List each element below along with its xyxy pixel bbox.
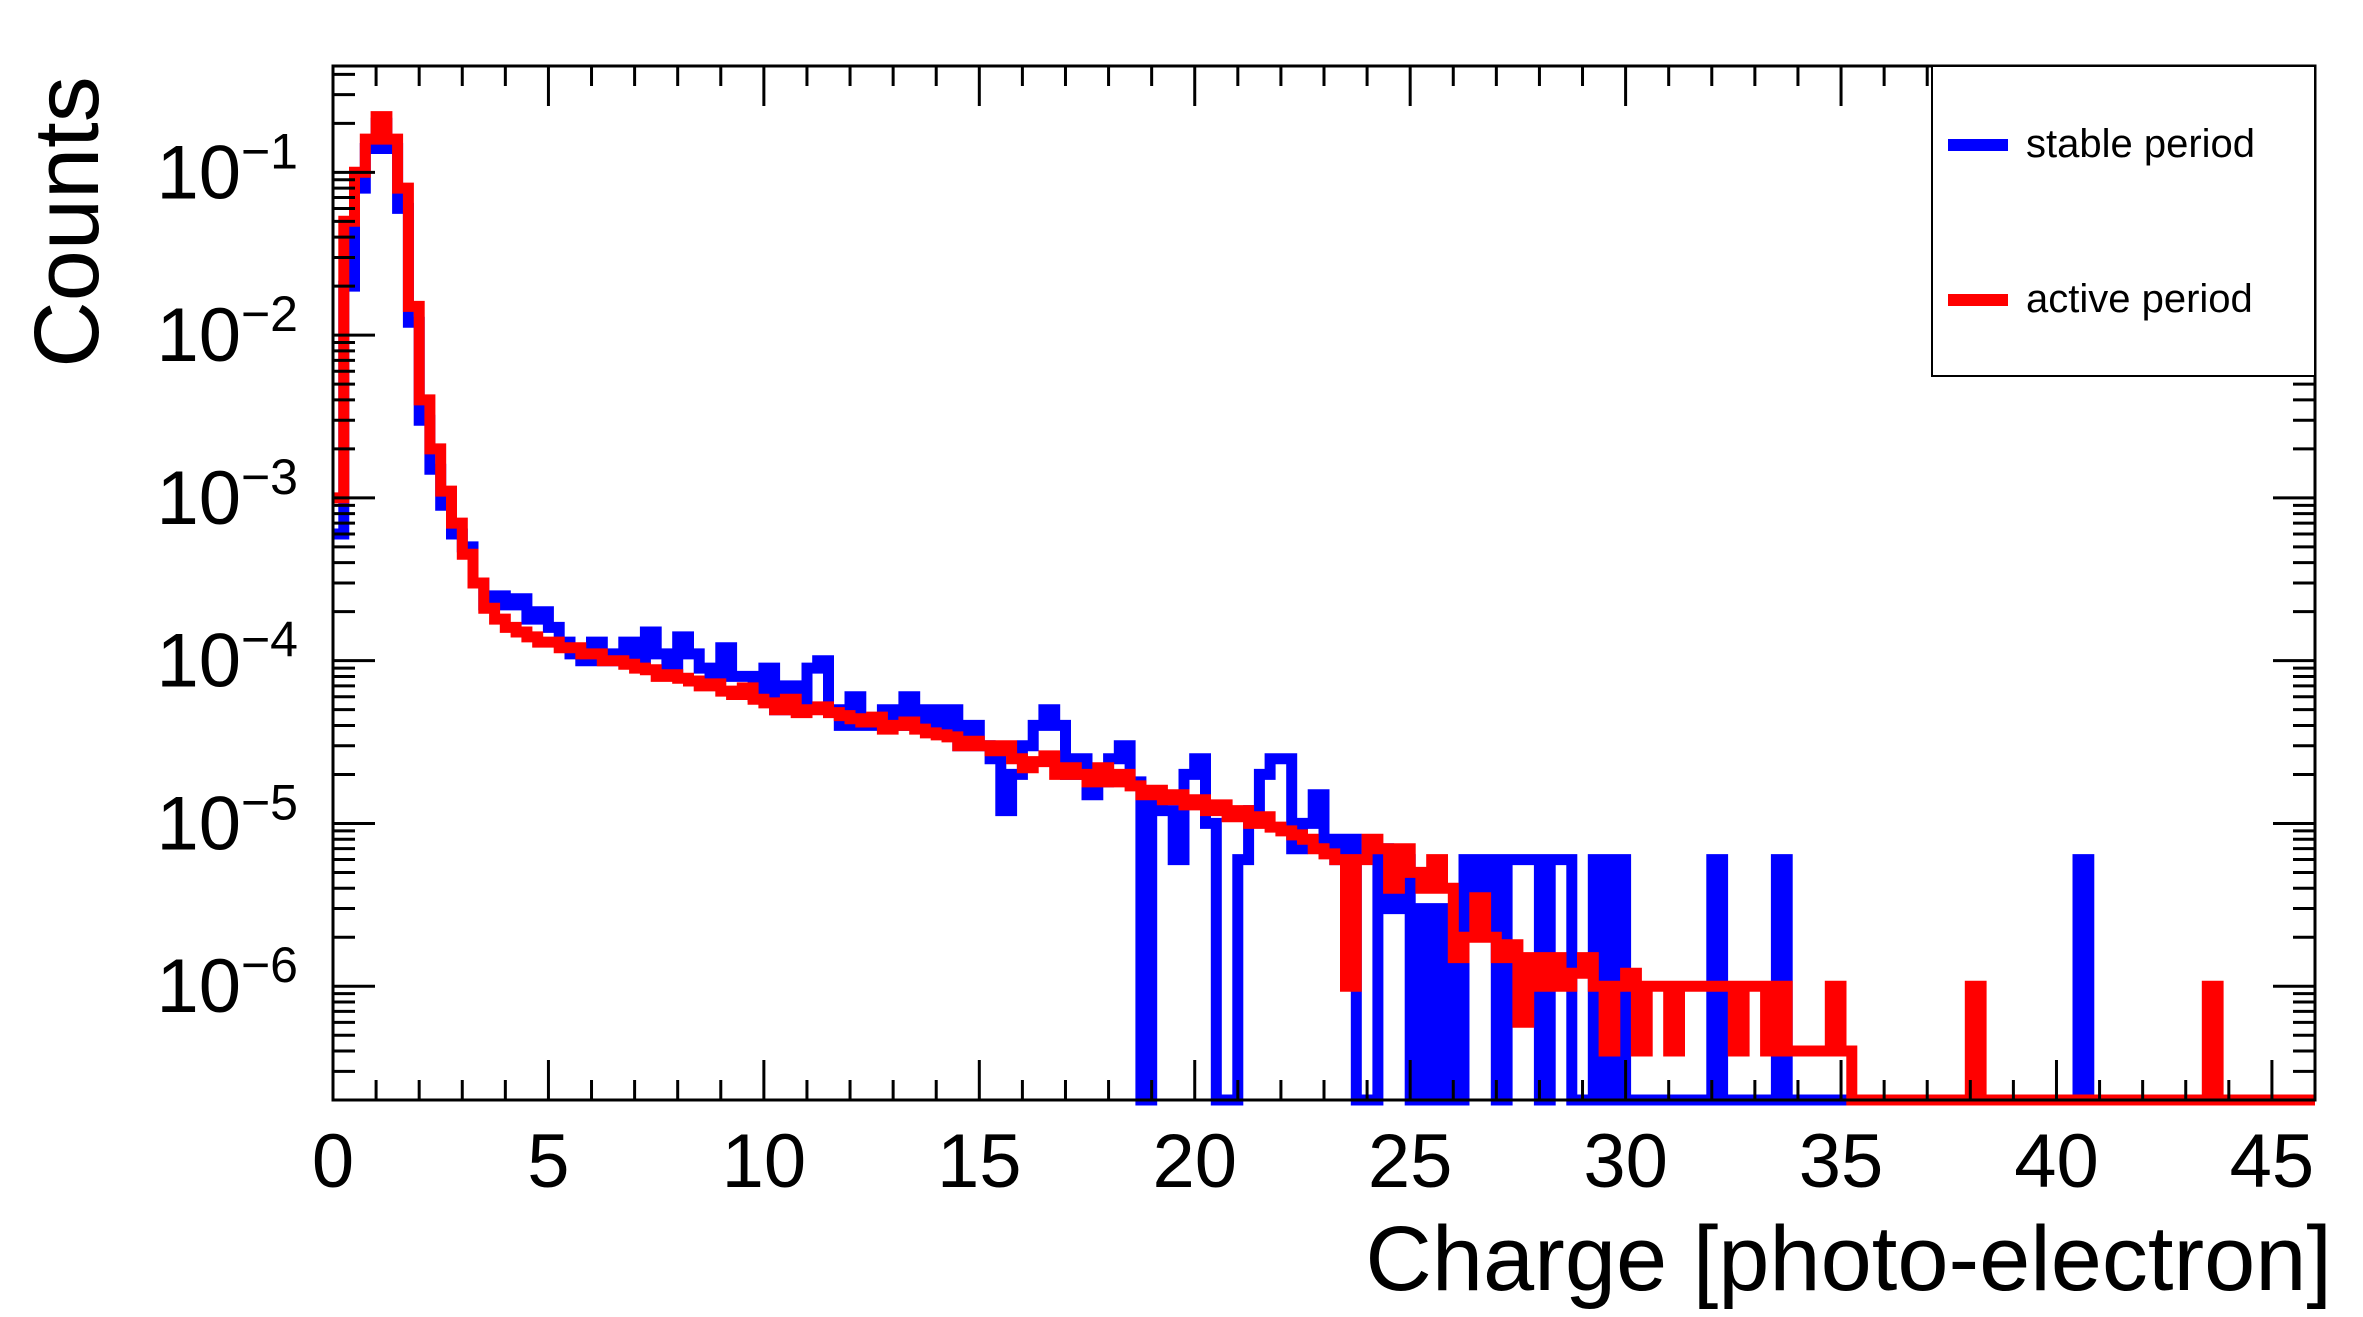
legend-label-active: active period (2026, 277, 2253, 321)
y-tick-label: 10−3 (156, 449, 298, 541)
x-tick-label: 10 (722, 1119, 807, 1204)
x-axis-title: Charge [photo-electron] (1365, 1208, 2332, 1310)
y-tick-label: 10−4 (156, 612, 298, 704)
legend-label-stable: stable period (2026, 122, 2255, 166)
y-axis-title: Counts (16, 76, 118, 368)
x-tick-label: 35 (1799, 1119, 1884, 1204)
x-tick-label: 30 (1583, 1119, 1668, 1204)
x-tick-label: 45 (2230, 1119, 2315, 1204)
legend-box (1931, 65, 2316, 377)
tick-labels: 0 5 10 15 20 25 30 35 40 45 10−1 10−2 10−3 10−4 10−5 10… (156, 123, 2314, 1204)
x-tick-label: 25 (1368, 1119, 1453, 1204)
y-tick-label: 10−1 (156, 123, 298, 215)
x-tick-label: 40 (2014, 1119, 2099, 1204)
legend: stable period active period (1931, 65, 2316, 377)
y-tick-label: 10−6 (156, 937, 298, 1029)
x-tick-label: 0 (312, 1119, 354, 1204)
x-tick-label: 15 (937, 1119, 1022, 1204)
y-tick-label: 10−5 (156, 774, 298, 866)
x-tick-label: 5 (527, 1119, 569, 1204)
series-line-1 (333, 111, 2315, 1106)
series-active-period (333, 111, 2315, 1106)
y-tick-label: 10−2 (156, 286, 298, 378)
x-tick-label: 20 (1152, 1119, 1237, 1204)
